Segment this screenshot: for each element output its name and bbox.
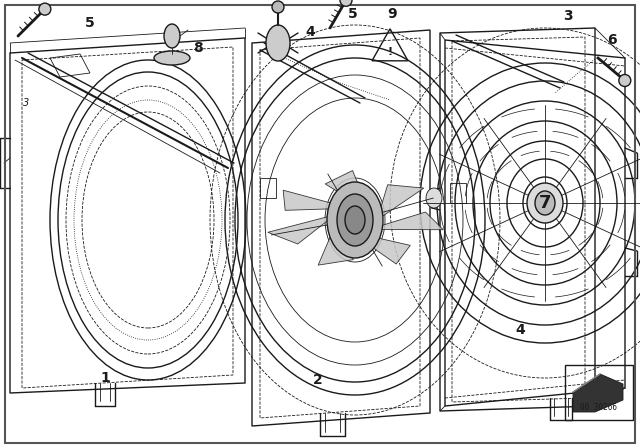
Polygon shape (268, 215, 335, 244)
Polygon shape (283, 190, 350, 211)
Text: 00 30266: 00 30266 (580, 403, 618, 412)
Text: 4: 4 (515, 323, 525, 337)
Text: !: ! (387, 47, 392, 57)
Text: 6: 6 (607, 33, 617, 47)
Ellipse shape (426, 188, 442, 208)
Ellipse shape (164, 24, 180, 48)
Bar (565, 365, 633, 420)
Ellipse shape (266, 25, 290, 61)
Text: 4: 4 (305, 25, 315, 39)
Polygon shape (350, 232, 410, 264)
Bar (260, 178, 276, 198)
Ellipse shape (535, 191, 555, 215)
Text: 5: 5 (85, 16, 95, 30)
Text: 7: 7 (539, 194, 551, 212)
Ellipse shape (327, 182, 383, 258)
Ellipse shape (272, 1, 284, 13)
Polygon shape (318, 225, 353, 265)
Ellipse shape (340, 0, 352, 6)
Polygon shape (325, 171, 369, 211)
Text: 2: 2 (313, 373, 323, 387)
Text: 3: 3 (23, 98, 29, 108)
Text: 5: 5 (348, 7, 358, 21)
Ellipse shape (39, 3, 51, 15)
Text: 1: 1 (100, 371, 110, 385)
Text: 9: 9 (387, 7, 397, 21)
Ellipse shape (337, 194, 373, 246)
Ellipse shape (619, 74, 631, 86)
Ellipse shape (335, 192, 375, 248)
Polygon shape (573, 374, 623, 412)
Ellipse shape (154, 51, 190, 65)
Ellipse shape (527, 183, 563, 223)
Polygon shape (369, 212, 444, 230)
Text: 8: 8 (193, 41, 203, 55)
Polygon shape (377, 185, 424, 220)
Text: 3: 3 (563, 9, 573, 23)
Bar (450, 183, 466, 203)
Ellipse shape (345, 206, 365, 234)
